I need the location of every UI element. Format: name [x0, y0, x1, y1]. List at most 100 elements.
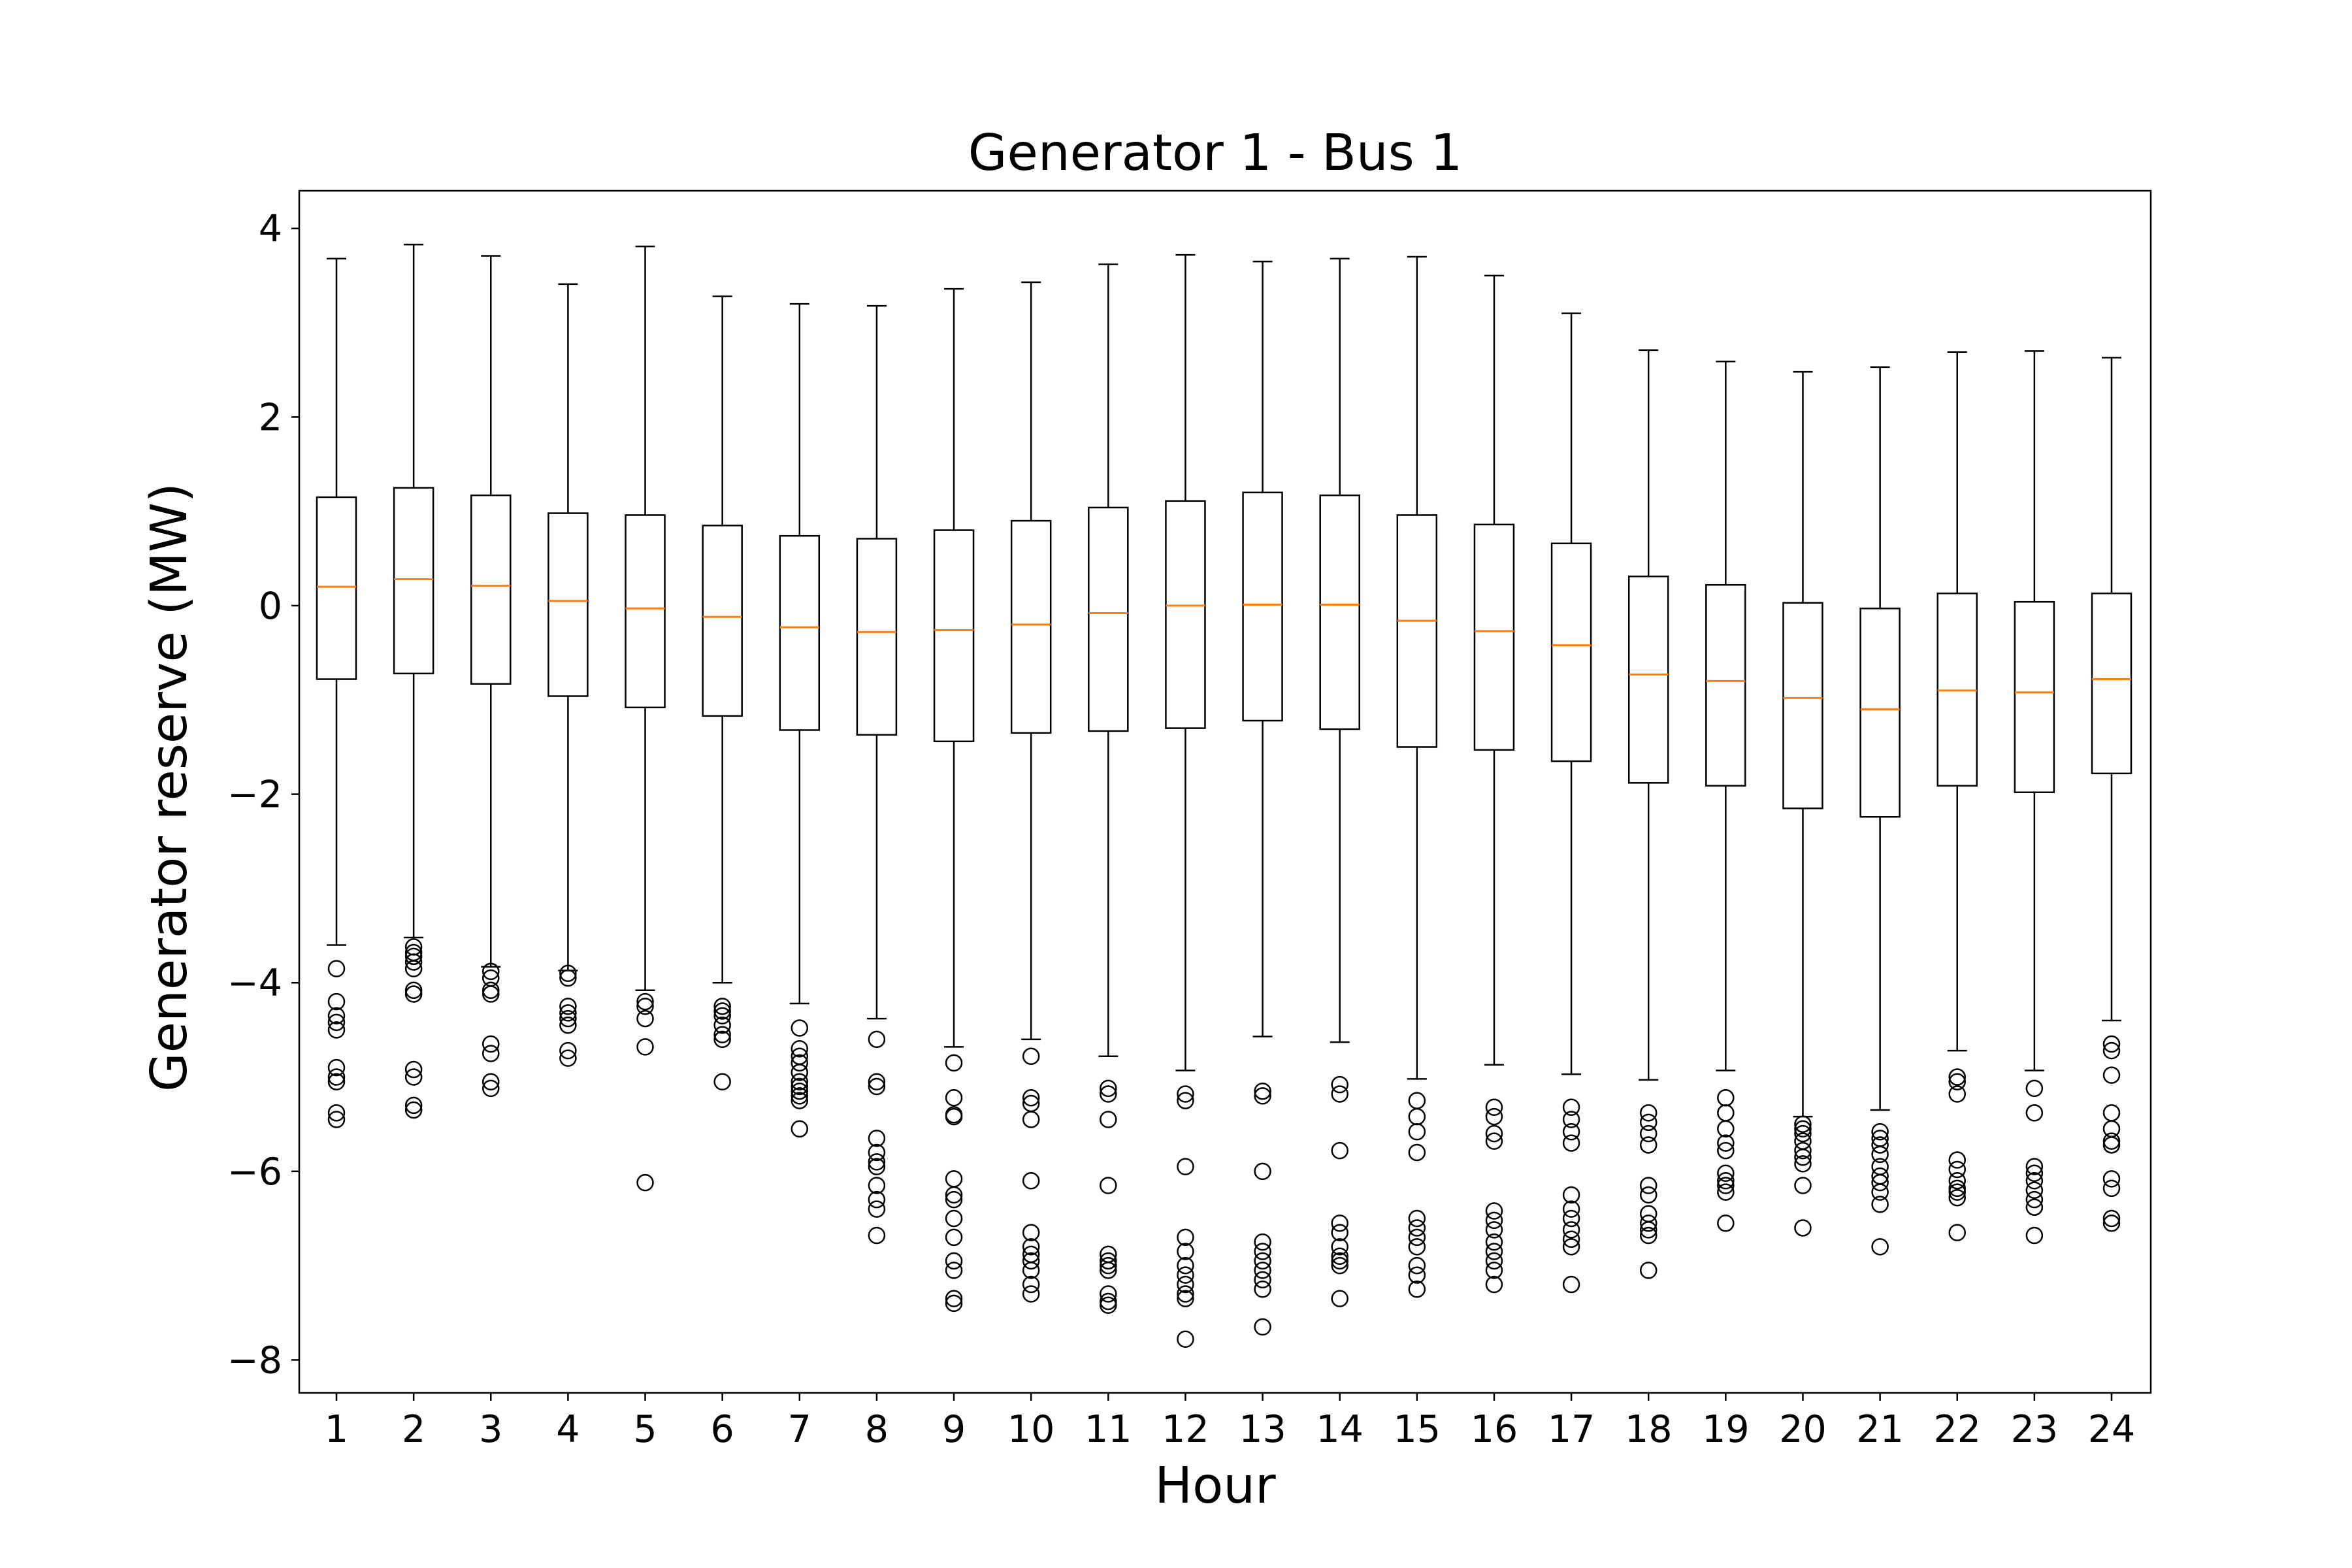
flier-point	[404, 953, 423, 971]
flier-point	[868, 1143, 886, 1162]
flier-point	[1022, 1111, 1040, 1128]
flier-point	[1408, 1092, 1426, 1109]
flier-point	[327, 960, 346, 977]
y-tick-label: 4	[259, 208, 282, 251]
flier-point	[713, 1026, 731, 1043]
flier-point	[868, 1030, 886, 1049]
flier-point	[1022, 1047, 1040, 1066]
flier-point	[1254, 1252, 1271, 1270]
flier-point	[1485, 1221, 1503, 1239]
flier-point	[404, 960, 423, 977]
flier-point	[868, 1130, 886, 1147]
flier-point	[1639, 1221, 1658, 1239]
flier-point	[404, 981, 423, 1000]
flier-point	[559, 998, 577, 1015]
y-tick-label: −4	[227, 962, 282, 1005]
flier-point	[868, 1200, 886, 1218]
box	[1627, 575, 1669, 784]
y-axis-label: Generator reserve (MW)	[140, 483, 199, 1092]
flier-point	[945, 1294, 963, 1313]
flier-point	[482, 1035, 500, 1053]
flier-point	[1562, 1200, 1580, 1218]
flier-point	[482, 985, 500, 1003]
flier-point	[1562, 1275, 1580, 1294]
flier-point	[1948, 1160, 1966, 1179]
flier-point	[1948, 1085, 1966, 1103]
flier-point	[1639, 1124, 1658, 1143]
flier-point	[1100, 1262, 1117, 1279]
flier-point	[1639, 1262, 1658, 1279]
flier-point	[1100, 1292, 1117, 1311]
box	[625, 514, 666, 709]
flier-point	[2025, 1079, 2044, 1098]
flier-point	[2102, 1035, 2121, 1053]
box	[1319, 494, 1360, 730]
flier-point	[1794, 1155, 1812, 1173]
x-tick-label: 5	[633, 1408, 657, 1451]
flier-point	[1331, 1252, 1348, 1270]
flier-point	[945, 1054, 963, 1072]
flier-point	[1639, 1104, 1658, 1122]
flier-point	[1562, 1221, 1580, 1239]
flier-point	[1717, 1172, 1735, 1190]
flier-point	[1100, 1256, 1117, 1275]
flier-point	[945, 1290, 963, 1307]
flier-point	[1639, 1177, 1658, 1194]
flier-point	[1100, 1177, 1117, 1194]
flier-point	[1254, 1281, 1271, 1298]
x-tick-label: 11	[1085, 1408, 1132, 1451]
x-tick-label: 10	[1007, 1408, 1055, 1451]
flier-point	[1408, 1123, 1426, 1141]
chart-title: Generator 1 - Bus 1	[968, 124, 1462, 182]
box	[779, 534, 821, 731]
flier-point	[327, 1021, 346, 1039]
flier-point	[1871, 1136, 1889, 1154]
flier-point	[327, 992, 346, 1011]
box	[856, 538, 898, 736]
flier-point	[2102, 1104, 2121, 1122]
flier-point	[945, 1089, 963, 1107]
flier-point	[791, 1064, 809, 1081]
box	[1550, 542, 1592, 762]
flier-point	[327, 1073, 346, 1091]
x-tick-label: 1	[325, 1408, 348, 1451]
flier-point	[945, 1228, 963, 1247]
flier-point	[1254, 1082, 1271, 1100]
flier-point	[636, 1038, 654, 1056]
flier-point	[1177, 1085, 1194, 1103]
flier-point	[1022, 1224, 1040, 1241]
flier-point	[1639, 1214, 1658, 1232]
flier-point	[713, 1016, 731, 1034]
x-tick-label: 18	[1625, 1408, 1673, 1451]
flier-point	[636, 998, 654, 1015]
flier-point	[1100, 1085, 1117, 1103]
x-tick-label: 24	[2088, 1408, 2136, 1451]
flier-point	[868, 1158, 886, 1175]
flier-point	[1100, 1285, 1117, 1303]
flier-point	[713, 998, 731, 1015]
flier-point	[404, 1068, 423, 1086]
flier-point	[482, 1073, 500, 1091]
flier-point	[1562, 1098, 1580, 1116]
flier-point	[1177, 1228, 1194, 1247]
x-tick-label: 4	[556, 1408, 580, 1451]
box	[1473, 523, 1515, 751]
flier-point	[1717, 1183, 1735, 1201]
flier-point	[868, 1190, 886, 1209]
flier-point	[1331, 1238, 1348, 1256]
flier-point	[404, 1101, 423, 1119]
flier-point	[1485, 1124, 1503, 1143]
flier-point	[868, 1077, 886, 1096]
x-tick-label: 20	[1779, 1408, 1827, 1451]
flier-point	[945, 1252, 963, 1270]
x-tick-label: 22	[1933, 1408, 1981, 1451]
flier-point	[1871, 1173, 1889, 1192]
flier-point	[404, 1096, 423, 1115]
flier-point	[1639, 1186, 1658, 1204]
box	[2014, 600, 2055, 793]
flier-point	[1871, 1183, 1889, 1201]
flier-point	[1408, 1209, 1426, 1228]
flier-point	[1177, 1158, 1194, 1175]
flier-point	[1177, 1266, 1194, 1284]
